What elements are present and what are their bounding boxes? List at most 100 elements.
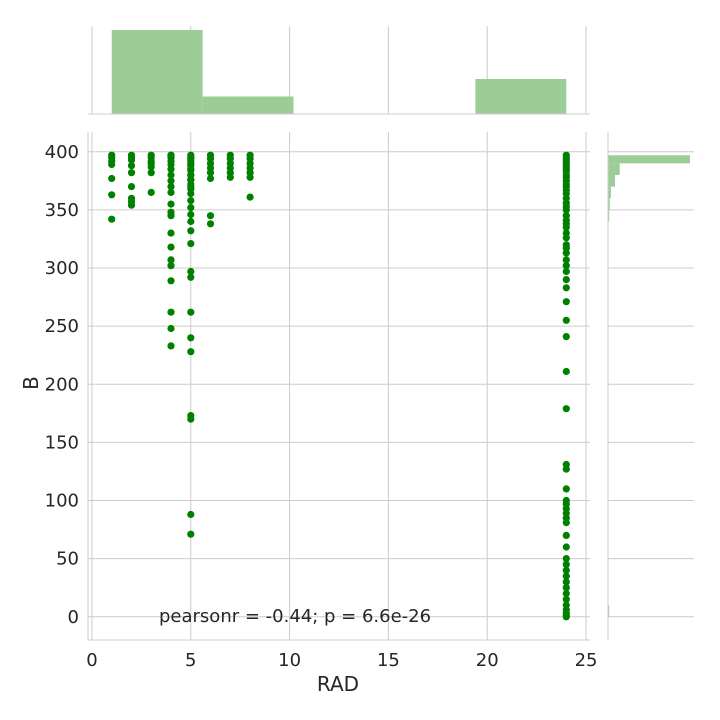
scatter-point <box>147 188 155 196</box>
scatter-point <box>562 405 570 413</box>
y-tick-label: 300 <box>45 258 79 279</box>
y-hist-bar <box>608 163 620 176</box>
scatter-point <box>108 160 116 169</box>
y-tick-label: 400 <box>45 142 79 163</box>
scatter-point <box>562 584 570 592</box>
scatter-point <box>167 165 175 173</box>
scatter-point <box>187 510 195 519</box>
scatter-point <box>226 173 234 181</box>
scatter-point <box>562 316 570 324</box>
y-tick-label: 50 <box>56 549 79 570</box>
y-tick-label: 350 <box>45 200 79 221</box>
scatter-point <box>167 188 175 196</box>
y-tick-label: 0 <box>68 607 79 628</box>
y-hist-bar <box>608 605 610 617</box>
scatter-point <box>562 284 570 292</box>
main-spines <box>87 132 590 641</box>
scatter-point <box>108 191 116 199</box>
scatter-point <box>206 212 215 220</box>
y-hist-bar <box>608 209 610 222</box>
scatter-point <box>167 212 175 220</box>
y-marginal-histogram <box>607 132 694 640</box>
x-axis-title: RAD <box>317 672 359 696</box>
scatter-point <box>167 183 175 191</box>
scatter-point <box>187 267 195 276</box>
scatter-point <box>127 162 136 170</box>
scatter-point <box>167 277 175 285</box>
scatter-point <box>167 308 175 316</box>
scatter-point <box>187 530 195 538</box>
scatter-point <box>562 333 570 341</box>
scatter-point <box>562 519 570 527</box>
scatter-point <box>562 367 570 376</box>
y-hist-bar <box>608 175 616 187</box>
y-tick-label: 200 <box>45 374 79 395</box>
scatter-point <box>108 174 116 183</box>
scatter-point <box>562 578 570 586</box>
main-grid <box>88 132 590 640</box>
scatter-point <box>187 348 195 356</box>
scatter-point <box>127 183 136 191</box>
scatter-point <box>167 151 175 159</box>
scatter-point <box>562 543 570 551</box>
pearson-annotation: pearsonr = -0.44; p = 6.6e-26 <box>159 606 431 627</box>
scatter-point <box>562 234 570 242</box>
scatter-point <box>167 243 175 251</box>
y-tick-label: 100 <box>45 491 79 512</box>
scatter-point <box>127 201 136 209</box>
scatter-point <box>167 177 175 185</box>
scatter-point <box>187 190 195 198</box>
scatter-point <box>562 267 570 276</box>
scatter-point <box>167 262 175 270</box>
x-hist-bar <box>202 96 294 114</box>
scatter-point <box>187 240 195 248</box>
y-hist-bar <box>608 155 690 164</box>
scatter-point <box>206 220 215 228</box>
scatter-point <box>562 485 570 493</box>
scatter-point <box>562 531 570 540</box>
x-tick-labels: 0 5 10 15 20 25 <box>86 650 597 671</box>
scatter-point <box>187 415 195 423</box>
scatter-point <box>206 169 215 177</box>
scatter-point <box>562 560 570 569</box>
scatter-point <box>562 572 570 580</box>
scatter-point <box>167 342 175 350</box>
x-tick-label: 0 <box>86 650 97 671</box>
scatter-point <box>562 589 570 598</box>
x-tick-label: 5 <box>185 650 196 671</box>
scatter-point <box>562 249 570 257</box>
scatter-point <box>187 204 195 212</box>
scatter-point <box>562 223 570 231</box>
scatter-point <box>562 465 570 473</box>
scatter-point <box>187 308 195 316</box>
scatter-point <box>127 156 136 164</box>
scatter-point <box>187 165 195 173</box>
scatter-point <box>562 613 570 621</box>
scatter-point <box>167 324 175 333</box>
scatter-point <box>127 169 136 177</box>
x-tick-label: 20 <box>476 650 499 671</box>
scatter-point <box>167 200 175 208</box>
x-hist-bar <box>475 79 567 114</box>
scatter-point <box>562 555 570 563</box>
y-tick-labels: 0 50 100 150 200 250 300 350 400 <box>45 142 79 628</box>
scatter-points <box>108 151 570 621</box>
scatter-point <box>187 159 195 167</box>
scatter-point <box>187 183 195 191</box>
scatter-point <box>562 276 570 284</box>
y-tick-label: 150 <box>45 432 79 453</box>
scatter-point <box>187 217 195 226</box>
y-axis-title: B <box>19 376 43 390</box>
scatter-point <box>187 227 195 235</box>
x-marginal-histogram <box>88 26 590 115</box>
y-tick-label: 250 <box>45 316 79 337</box>
scatter-point <box>187 273 195 281</box>
scatter-point <box>562 206 570 214</box>
x-tick-label: 10 <box>278 650 301 671</box>
scatter-point <box>562 595 570 603</box>
scatter-point <box>562 262 570 270</box>
scatter-point <box>108 215 116 223</box>
scatter-point <box>187 210 195 219</box>
scatter-point <box>167 256 175 264</box>
scatter-point <box>562 256 570 264</box>
